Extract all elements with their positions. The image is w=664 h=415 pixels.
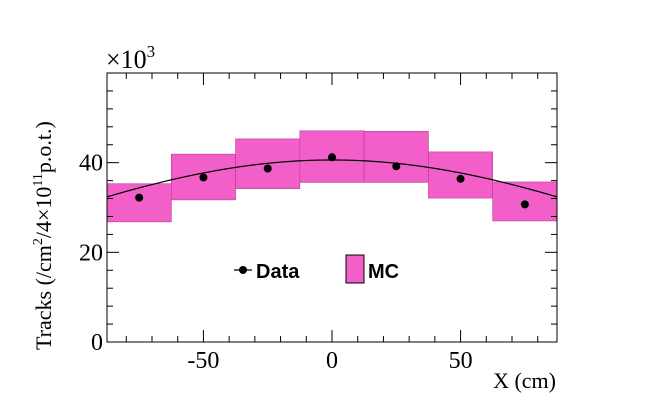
data-points (135, 153, 529, 209)
y-tick-label: 0 (91, 330, 103, 356)
y-tick-label: 20 (79, 240, 103, 266)
axis-ticks (107, 72, 557, 343)
legend-data-marker (239, 266, 247, 274)
x-axis-title: X (cm) (493, 368, 556, 393)
y-axis-title: Tracks (/cm2/4×1011p.o.t.) (31, 121, 56, 350)
mc-band (106, 130, 558, 223)
y-tick-label: 40 (79, 151, 103, 177)
tick-labels: -50 0 50 0 20 40 (79, 151, 473, 374)
legend: Data MC (234, 254, 399, 284)
mc-bin-4 (363, 130, 429, 183)
x-tick-label: -50 (187, 348, 219, 374)
y-multiplier: ×103 (106, 42, 155, 74)
x-tick-label: 50 (449, 348, 473, 374)
data-point-0 (135, 193, 144, 202)
legend-data-label: Data (256, 261, 300, 283)
mc-bin-0 (106, 183, 172, 223)
legend-mc-box (345, 254, 365, 284)
legend-mc-label: MC (368, 261, 399, 283)
data-point-4 (392, 162, 401, 171)
data-point-6 (520, 200, 529, 209)
data-point-3 (328, 153, 336, 162)
x-tick-label: 0 (326, 348, 338, 374)
data-point-1 (199, 173, 208, 182)
data-point-2 (263, 164, 272, 173)
plot-frame (106, 72, 558, 343)
data-point-5 (456, 174, 465, 183)
